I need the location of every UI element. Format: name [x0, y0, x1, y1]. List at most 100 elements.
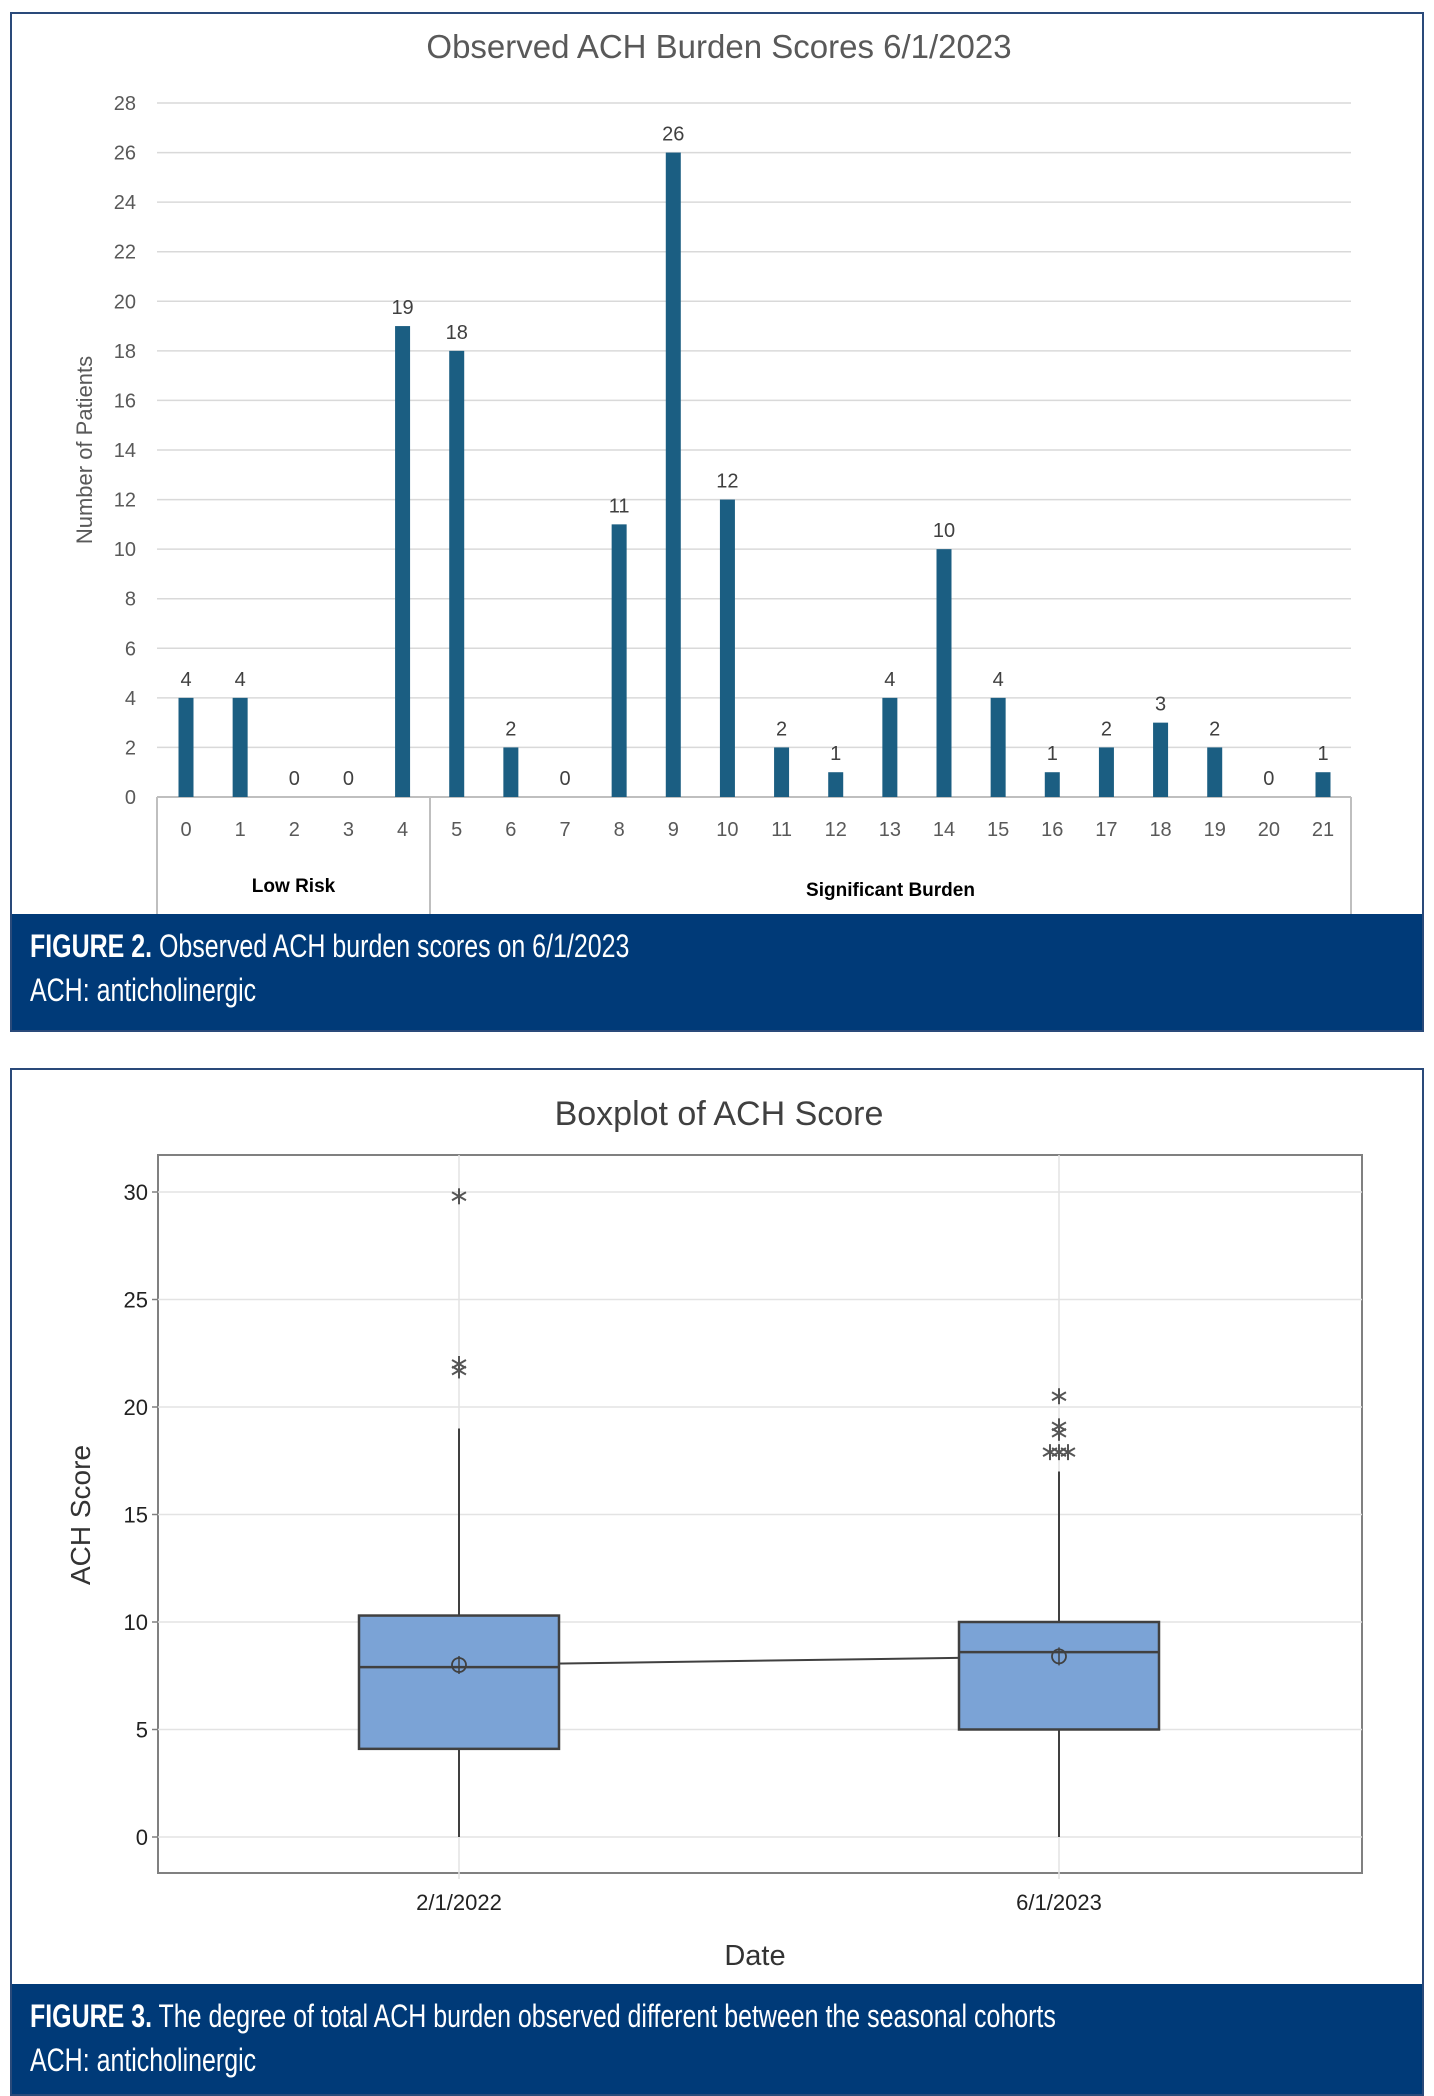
- y-tick-label: 14: [114, 440, 136, 462]
- bar: [828, 772, 844, 797]
- x-axis-title: Date: [724, 1940, 785, 1972]
- outlier-marker: [1042, 1444, 1058, 1461]
- x-tick-label: 3: [343, 819, 354, 841]
- y-tick-label: 0: [136, 1825, 148, 1850]
- bar: [232, 697, 248, 797]
- outlier-marker: [1051, 1424, 1067, 1441]
- caption-text: Observed ACH burden scores on 6/1/2023: [158, 928, 630, 964]
- y-tick-label: 26: [114, 143, 136, 165]
- x-tick-label: 17: [1095, 819, 1117, 841]
- data-label: 0: [289, 768, 300, 790]
- y-tick-label: 2: [125, 737, 136, 759]
- chart-title: Observed ACH Burden Scores 6/1/2023: [426, 28, 1011, 65]
- outlier-marker: [451, 1188, 467, 1205]
- x-tick-label: 4: [397, 819, 408, 841]
- bar: [1207, 747, 1223, 797]
- x-tick-label: 6: [505, 819, 516, 841]
- x-tick-label: 5: [451, 819, 462, 841]
- data-label: 19: [391, 297, 413, 319]
- y-tick-label: 4: [125, 688, 136, 710]
- boxplot-chart: Boxplot of ACH Score 0 5 10 15 20 25 30 ACH Scor…: [65, 1095, 1363, 1972]
- y-tick-label: 6: [125, 638, 136, 660]
- data-label: 4: [235, 669, 246, 691]
- bar: [882, 697, 898, 797]
- x-tick-label: 21: [1312, 819, 1334, 841]
- outlier-marker: [451, 1362, 467, 1379]
- x-tick-label: 7: [559, 819, 570, 841]
- data-label: 2: [1209, 718, 1220, 740]
- data-label: 4: [993, 669, 1004, 691]
- bar-chart: Observed ACH Burden Scores 6/1/202302468…: [72, 28, 1352, 917]
- y-tick-label: 8: [125, 589, 136, 611]
- x-tick-label: 18: [1149, 819, 1171, 841]
- data-label: 0: [559, 768, 570, 790]
- bar: [503, 747, 519, 797]
- x-tick-label: 16: [1041, 819, 1063, 841]
- caption-label: FIGURE 3.: [30, 1998, 153, 2034]
- bar: [449, 350, 465, 797]
- x-tick-label: 1: [235, 819, 246, 841]
- data-label: 26: [662, 124, 684, 146]
- bar: [611, 524, 627, 797]
- caption-label: FIGURE 2.: [30, 928, 153, 964]
- x-tick-label: 12: [825, 819, 847, 841]
- y-axis-title: Number of Patients: [72, 356, 97, 544]
- bar: [178, 697, 194, 797]
- data-label: 0: [343, 768, 354, 790]
- data-label: 1: [1317, 743, 1328, 765]
- outlier-marker-stroke: [1042, 1447, 1058, 1458]
- bar: [1153, 722, 1169, 797]
- x-tick-label: 6/1/2023: [1016, 1890, 1102, 1915]
- outlier-marker-stroke: [451, 1365, 467, 1376]
- y-axis-title: ACH Score: [65, 1445, 96, 1585]
- outlier-marker-stroke: [1051, 1391, 1067, 1402]
- data-label: 18: [446, 322, 468, 344]
- group-label: Low Risk: [252, 876, 336, 897]
- outlier-marker-stroke: [1060, 1447, 1076, 1458]
- outlier-marker-stroke: [451, 1191, 467, 1202]
- y-tick-label: 30: [124, 1180, 148, 1205]
- x-tick-label: 2: [289, 819, 300, 841]
- box: [957, 1620, 1161, 1731]
- y-tick-label: 20: [124, 1395, 148, 1420]
- x-tick-label: 9: [668, 819, 679, 841]
- caption-note: ACH: anticholinergic: [30, 972, 257, 1008]
- group-label: Significant Burden: [806, 880, 975, 901]
- bar: [1315, 772, 1331, 797]
- data-label: 12: [716, 471, 738, 493]
- y-tick-label: 18: [114, 341, 136, 363]
- y-tick-label: 28: [114, 93, 136, 115]
- x-tick-label: 8: [614, 819, 625, 841]
- y-tick-label: 12: [114, 490, 136, 512]
- y-tick-label: 15: [124, 1503, 148, 1528]
- caption-text: The degree of total ACH burden observed …: [158, 1998, 1056, 2034]
- y-tick-label: 24: [114, 192, 136, 214]
- x-tick-label: 0: [180, 819, 191, 841]
- x-tick-label: 10: [716, 819, 738, 841]
- x-tick-label: 2/1/2022: [416, 1890, 502, 1915]
- bar: [936, 549, 952, 797]
- y-tick-label: 20: [114, 291, 136, 313]
- data-label: 2: [505, 718, 516, 740]
- bar: [719, 499, 735, 797]
- x-tick-label: 20: [1258, 819, 1280, 841]
- y-tick-label: 10: [124, 1610, 148, 1635]
- caption-note: ACH: anticholinergic: [30, 2042, 257, 2078]
- data-label: 11: [609, 495, 630, 517]
- data-label: 4: [884, 669, 895, 691]
- figure-2-panel: Observed ACH Burden Scores 6/1/2023 0 2 4 6 8…: [10, 12, 1424, 1032]
- x-tick-label: 19: [1204, 819, 1226, 841]
- bar: [1044, 772, 1060, 797]
- x-tick-label: 11: [771, 819, 792, 841]
- bar: [1098, 747, 1114, 797]
- y-tick-label: 10: [114, 539, 136, 561]
- box: [357, 1614, 561, 1751]
- figure-3-caption: FIGURE 3. The degree of total ACH burden…: [12, 1984, 1422, 2094]
- data-label: 3: [1155, 694, 1166, 716]
- data-label: 2: [1101, 718, 1112, 740]
- y-tick-label: 5: [136, 1718, 148, 1743]
- data-label: 2: [776, 718, 787, 740]
- data-label: 1: [830, 743, 841, 765]
- outlier-marker: [1051, 1388, 1067, 1405]
- bar: [990, 697, 1006, 797]
